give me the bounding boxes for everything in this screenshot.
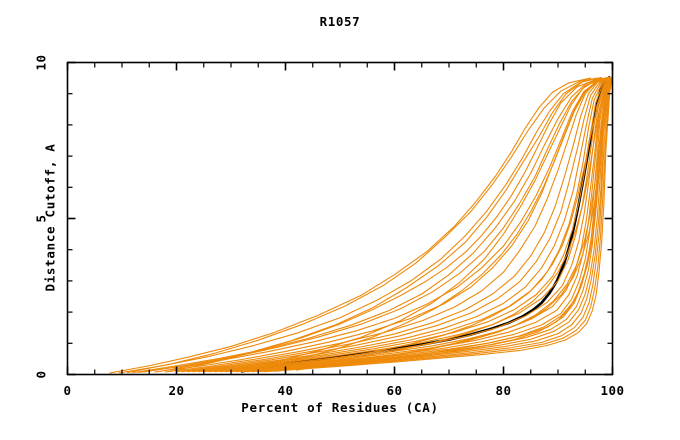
x-tick-label: 0: [63, 382, 72, 398]
model-curve: [154, 76, 608, 373]
y-tick-label: 5: [33, 213, 48, 223]
model-curve: [306, 76, 614, 366]
model-curve: [274, 76, 614, 372]
model-curve: [268, 76, 614, 372]
x-tick-label: 80: [495, 382, 512, 398]
x-tick-label: 60: [386, 382, 403, 398]
x-tick-label: 40: [277, 382, 294, 398]
model-curve: [263, 76, 614, 373]
x-tick-label: 100: [600, 382, 625, 398]
model-curve: [143, 78, 603, 373]
model-curve: [230, 76, 611, 372]
model-curve: [126, 76, 603, 374]
model-curve: [257, 76, 614, 373]
model-curve: [284, 76, 614, 367]
model-curve: [252, 76, 614, 373]
chart-title: R1057: [319, 14, 361, 29]
model-curve: [197, 76, 611, 373]
model-curve: [203, 76, 611, 373]
model-curve: [170, 76, 614, 372]
curves-layer: [109, 76, 614, 374]
model-curve: [181, 76, 609, 373]
axis-frame: [66, 61, 614, 376]
model-curve: [165, 76, 608, 373]
model-curve: [225, 76, 612, 373]
axis-frame-layer: [66, 61, 614, 376]
model-curve: [118, 77, 597, 374]
model-curve: [175, 76, 608, 373]
model-curve: [137, 76, 614, 373]
model-curve: [295, 76, 614, 371]
x-axis-label: Percent of Residues (CA): [241, 400, 439, 415]
x-tick-label: 20: [168, 382, 185, 398]
model-curve: [214, 76, 612, 373]
model-curve: [109, 77, 592, 374]
model-curve: [246, 76, 614, 371]
y-tick-label: 10: [33, 53, 48, 71]
y-tick-label: 0: [33, 369, 48, 379]
